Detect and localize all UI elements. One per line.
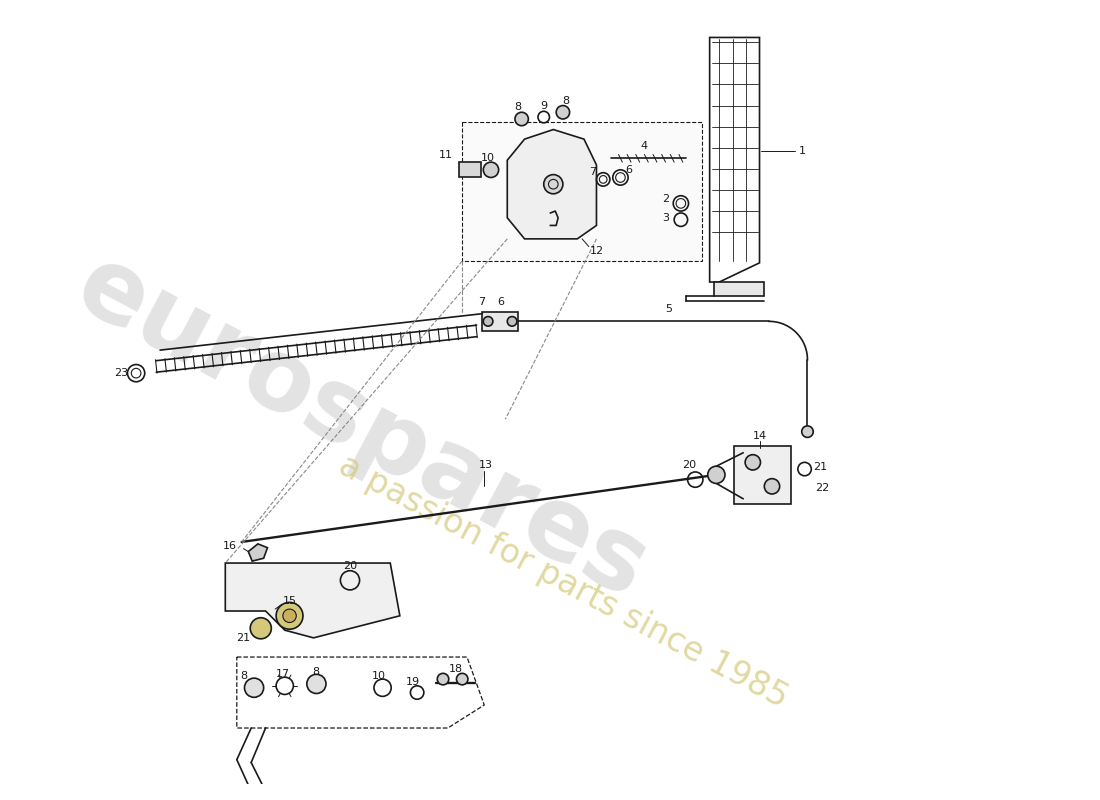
Text: 8: 8 xyxy=(562,96,570,106)
Text: 8: 8 xyxy=(240,671,248,682)
Text: 19: 19 xyxy=(406,677,420,687)
Circle shape xyxy=(307,674,326,694)
Text: 15: 15 xyxy=(283,597,297,606)
Polygon shape xyxy=(249,544,267,561)
Polygon shape xyxy=(507,130,596,239)
Text: 13: 13 xyxy=(480,460,493,470)
Text: 10: 10 xyxy=(481,154,495,163)
Circle shape xyxy=(283,609,296,622)
Circle shape xyxy=(507,317,517,326)
Circle shape xyxy=(802,426,813,438)
Text: 20: 20 xyxy=(682,460,696,470)
Text: 11: 11 xyxy=(439,150,453,161)
Text: 21: 21 xyxy=(813,462,827,472)
Text: 7: 7 xyxy=(477,297,485,307)
Circle shape xyxy=(239,786,257,800)
Text: 10: 10 xyxy=(372,671,386,682)
Text: 4: 4 xyxy=(641,141,648,151)
Text: 20: 20 xyxy=(343,561,358,571)
Text: 18: 18 xyxy=(449,663,462,674)
Text: 23: 23 xyxy=(113,368,128,378)
Circle shape xyxy=(438,674,449,685)
Text: 8: 8 xyxy=(515,102,521,113)
Circle shape xyxy=(250,618,272,639)
Circle shape xyxy=(745,454,760,470)
Text: 5: 5 xyxy=(664,304,672,314)
Text: 21: 21 xyxy=(236,633,251,643)
Text: eurospares: eurospares xyxy=(59,238,663,620)
Text: 8: 8 xyxy=(312,667,319,678)
Circle shape xyxy=(456,674,468,685)
Polygon shape xyxy=(714,282,764,297)
Polygon shape xyxy=(482,312,518,331)
Text: 16: 16 xyxy=(223,541,238,550)
Polygon shape xyxy=(462,122,702,261)
Text: 12: 12 xyxy=(590,246,604,256)
Circle shape xyxy=(483,317,493,326)
Polygon shape xyxy=(236,657,484,728)
Text: 6: 6 xyxy=(626,165,632,175)
Text: 22: 22 xyxy=(815,483,829,494)
Text: a passion for parts since 1985: a passion for parts since 1985 xyxy=(332,450,793,715)
Polygon shape xyxy=(226,563,400,638)
Circle shape xyxy=(244,678,264,698)
Text: 6: 6 xyxy=(497,297,504,307)
Text: 14: 14 xyxy=(752,431,767,442)
Circle shape xyxy=(515,112,528,126)
Circle shape xyxy=(276,602,303,630)
Polygon shape xyxy=(710,38,759,282)
Circle shape xyxy=(543,174,563,194)
Circle shape xyxy=(707,466,725,483)
Text: 7: 7 xyxy=(590,166,596,177)
Polygon shape xyxy=(734,446,791,503)
Text: 2: 2 xyxy=(662,194,669,203)
Text: 17: 17 xyxy=(276,670,290,679)
Circle shape xyxy=(764,478,780,494)
Text: 1: 1 xyxy=(800,146,806,156)
Circle shape xyxy=(483,162,498,178)
Polygon shape xyxy=(460,162,482,178)
Circle shape xyxy=(557,106,570,119)
Text: 3: 3 xyxy=(662,213,669,222)
Text: 9: 9 xyxy=(540,101,548,110)
